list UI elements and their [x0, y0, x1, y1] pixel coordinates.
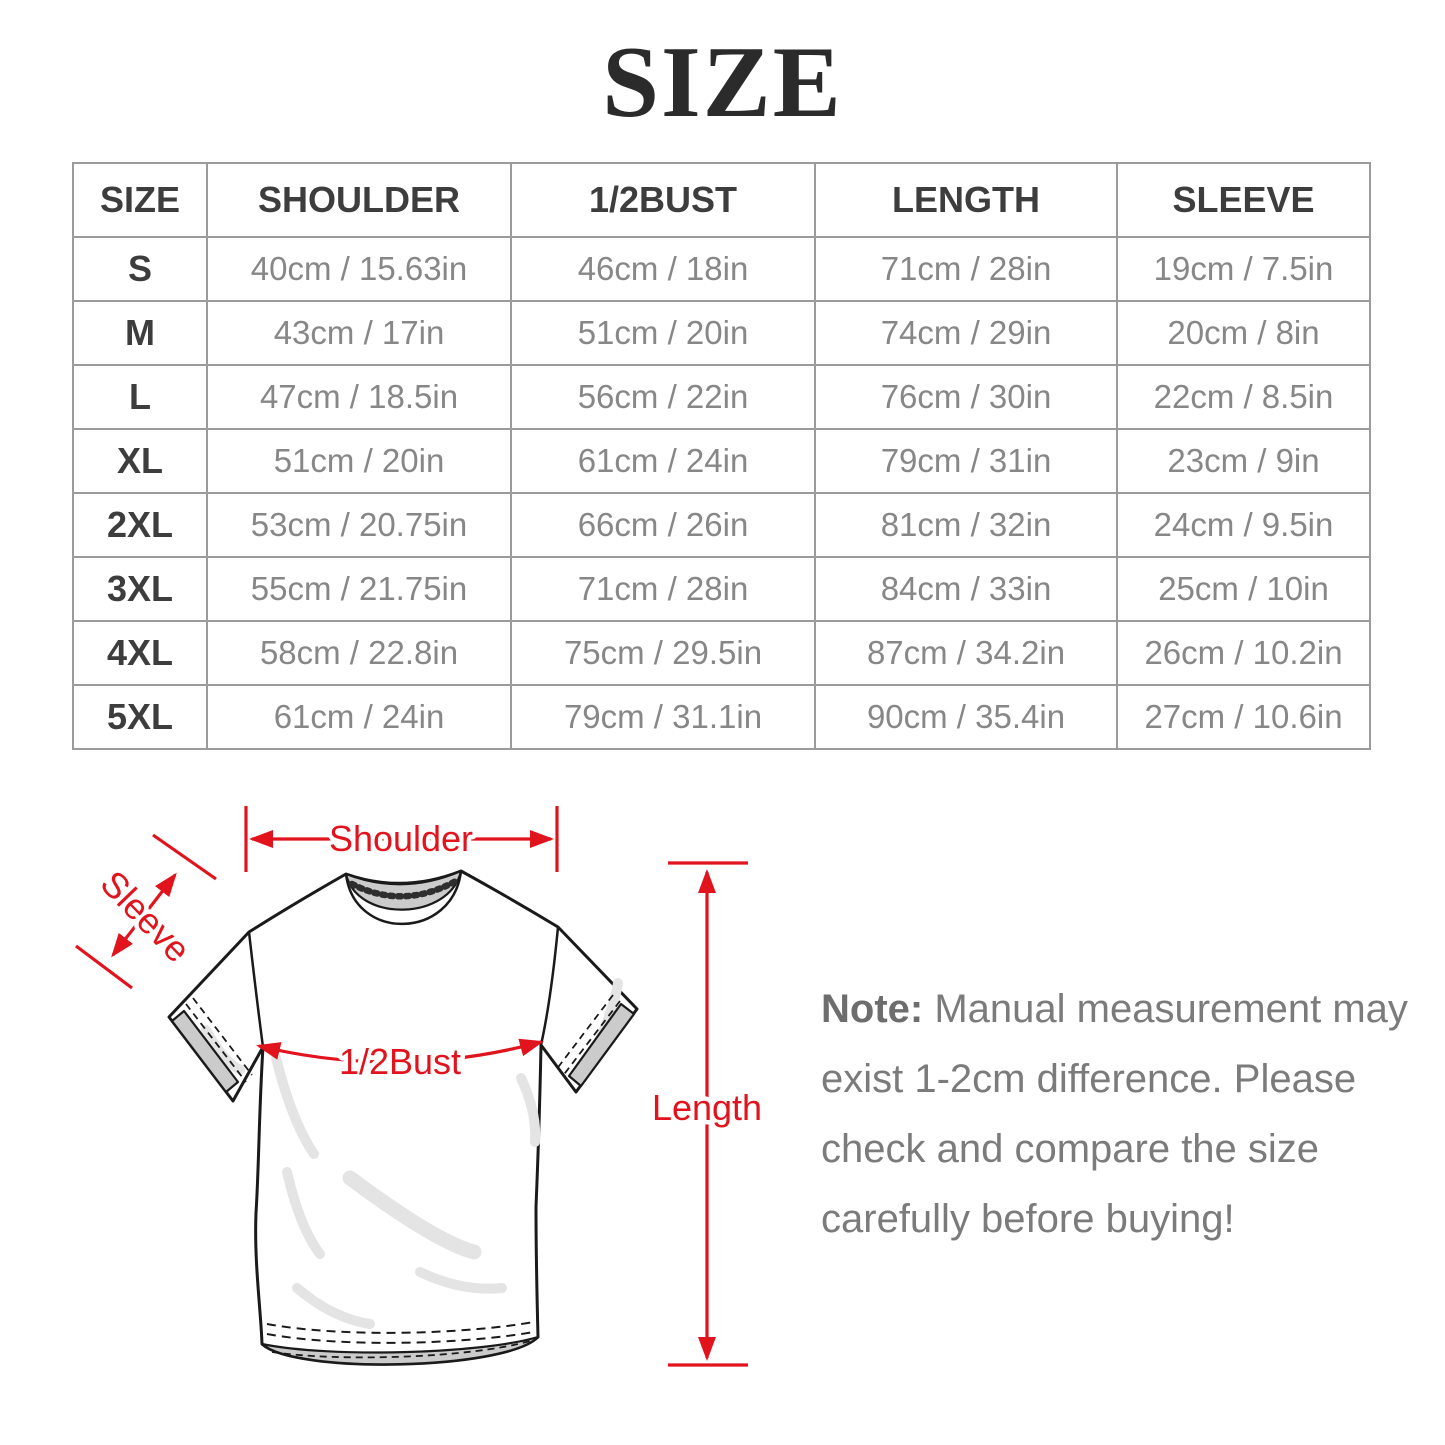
collar-inside	[344, 869, 463, 911]
tshirt-body	[167, 869, 639, 1366]
size-label-cell: XL	[72, 428, 208, 494]
shoulder-measure: Shoulder	[244, 806, 559, 872]
note-line: carefully before buying!	[821, 1197, 1235, 1241]
measurement-cell: 51cm / 20in	[206, 428, 512, 494]
left-cuff-stitch	[185, 1003, 247, 1083]
measurement-cell: 58cm / 22.8in	[206, 620, 512, 686]
table-row: 5XL 61cm / 24in 79cm / 31.1in 90cm / 35.4in…	[72, 684, 1371, 750]
hem-underside-stitch	[271, 1340, 531, 1359]
measurement-cell: 26cm / 10.2in	[1116, 620, 1371, 686]
note-label: Note:	[821, 987, 924, 1031]
right-cuff-stitch	[555, 994, 614, 1071]
length-label: Length	[652, 1087, 762, 1128]
bust-arrow	[256, 1038, 544, 1064]
measurement-cell: 53cm / 20.75in	[206, 492, 512, 558]
measurement-cell: 84cm / 33in	[814, 556, 1118, 622]
right-cuff-stitch	[561, 1000, 621, 1078]
size-label-cell: 5XL	[72, 684, 208, 750]
sleeve-tick-lower	[75, 944, 133, 990]
measurement-cell: 71cm / 28in	[510, 556, 816, 622]
tshirt-diagram: Shoulder Sleeve 1/2Bust Length	[75, 806, 767, 1367]
measurement-cell: 24cm / 9.5in	[1116, 492, 1371, 558]
measurement-cell: 79cm / 31in	[814, 428, 1118, 494]
measurement-cell: 43cm / 17in	[206, 300, 512, 366]
note-line: check and compare the size	[821, 1127, 1320, 1171]
page-title: SIZE	[602, 26, 843, 139]
table-row: L 47cm / 18.5in 56cm / 22in 76cm / 30in 22cm…	[72, 364, 1371, 430]
tshirt-illustration	[167, 869, 639, 1366]
table-row: 3XL 55cm / 21.75in 71cm / 28in 84cm / 33in 2…	[72, 556, 1371, 622]
measurement-cell: 87cm / 34.2in	[814, 620, 1118, 686]
sleeve-tick-upper	[152, 833, 217, 881]
size-table: SIZE SHOULDER 1/2BUST LENGTH SLEEVE S 40cm / …	[72, 162, 1371, 750]
left-armhole-seam	[247, 931, 265, 1048]
measurement-cell: 75cm / 29.5in	[510, 620, 816, 686]
measurement-cell: 61cm / 24in	[206, 684, 512, 750]
bust-measure: 1/2Bust	[256, 1037, 544, 1087]
measurement-cell: 19cm / 7.5in	[1116, 236, 1371, 302]
table-row: S 40cm / 15.63in 46cm / 18in 71cm / 28in 19c…	[72, 236, 1371, 302]
table-header-cell: 1/2BUST	[510, 162, 816, 238]
measurement-cell: 47cm / 18.5in	[206, 364, 512, 430]
shoulder-label: Shoulder	[329, 818, 473, 859]
size-label-cell: S	[72, 236, 208, 302]
size-table-body: S 40cm / 15.63in 46cm / 18in 71cm / 28in 19c…	[72, 236, 1371, 750]
size-table-header-row: SIZE SHOULDER 1/2BUST LENGTH SLEEVE	[72, 162, 1371, 238]
measurement-cell: 66cm / 26in	[510, 492, 816, 558]
measurement-cell: 71cm / 28in	[814, 236, 1118, 302]
sleeve-arrow	[111, 872, 177, 958]
collar-stitch-band	[348, 877, 460, 900]
measurement-cell: 90cm / 35.4in	[814, 684, 1118, 750]
table-row: XL 51cm / 20in 61cm / 24in 79cm / 31in 23cm …	[72, 428, 1371, 494]
measurement-cell: 76cm / 30in	[814, 364, 1118, 430]
table-row: M 43cm / 17in 51cm / 20in 74cm / 29in 20cm /…	[72, 300, 1371, 366]
measurement-note: Note: Manual measurement may exist 1-2cm…	[821, 974, 1408, 1254]
measurement-cell: 25cm / 10in	[1116, 556, 1371, 622]
sleeve-measure: Sleeve	[75, 833, 217, 990]
size-label-cell: 2XL	[72, 492, 208, 558]
table-header-cell: LENGTH	[814, 162, 1118, 238]
table-header-cell: SIZE	[72, 162, 208, 238]
size-label-cell: M	[72, 300, 208, 366]
left-cuff-stitch	[192, 997, 253, 1076]
hem-stitch	[266, 1321, 535, 1334]
hem-stitch	[266, 1331, 535, 1344]
note-line: exist 1-2cm difference. Please	[821, 1057, 1357, 1101]
measurement-cell: 55cm / 21.75in	[206, 556, 512, 622]
measurement-cell: 51cm / 20in	[510, 300, 816, 366]
collar-front-rib	[344, 870, 463, 926]
table-header-cell: SHOULDER	[206, 162, 512, 238]
hem-underside	[260, 1335, 540, 1366]
right-cuff-opening	[567, 1002, 636, 1088]
note-text: Manual measurement may	[934, 987, 1408, 1031]
right-armhole-seam	[539, 926, 560, 1046]
measurement-cell: 20cm / 8in	[1116, 300, 1371, 366]
size-label-cell: 3XL	[72, 556, 208, 622]
measurement-cell: 61cm / 24in	[510, 428, 816, 494]
size-label-cell: L	[72, 364, 208, 430]
size-label-cell: 4XL	[72, 620, 208, 686]
table-row: 4XL 58cm / 22.8in 75cm / 29.5in 87cm / 34.2…	[72, 620, 1371, 686]
measurement-cell: 46cm / 18in	[510, 236, 816, 302]
measurement-cell: 23cm / 9in	[1116, 428, 1371, 494]
table-row: 2XL 53cm / 20.75in 66cm / 26in 81cm / 32in 2…	[72, 492, 1371, 558]
bust-label: 1/2Bust	[339, 1041, 461, 1082]
sleeve-label: Sleeve	[93, 863, 199, 971]
length-measure: Length	[647, 861, 767, 1367]
measurement-cell: 56cm / 22in	[510, 364, 816, 430]
measurement-cell: 81cm / 32in	[814, 492, 1118, 558]
measurement-cell: 27cm / 10.6in	[1116, 684, 1371, 750]
measurement-cell: 79cm / 31.1in	[510, 684, 816, 750]
measurement-cell: 40cm / 15.63in	[206, 236, 512, 302]
left-cuff-opening	[170, 1009, 240, 1094]
note-line: Note: Manual measurement may	[821, 974, 1408, 1044]
table-header-cell: SLEEVE	[1116, 162, 1371, 238]
measurement-cell: 22cm / 8.5in	[1116, 364, 1371, 430]
measurement-cell: 74cm / 29in	[814, 300, 1118, 366]
